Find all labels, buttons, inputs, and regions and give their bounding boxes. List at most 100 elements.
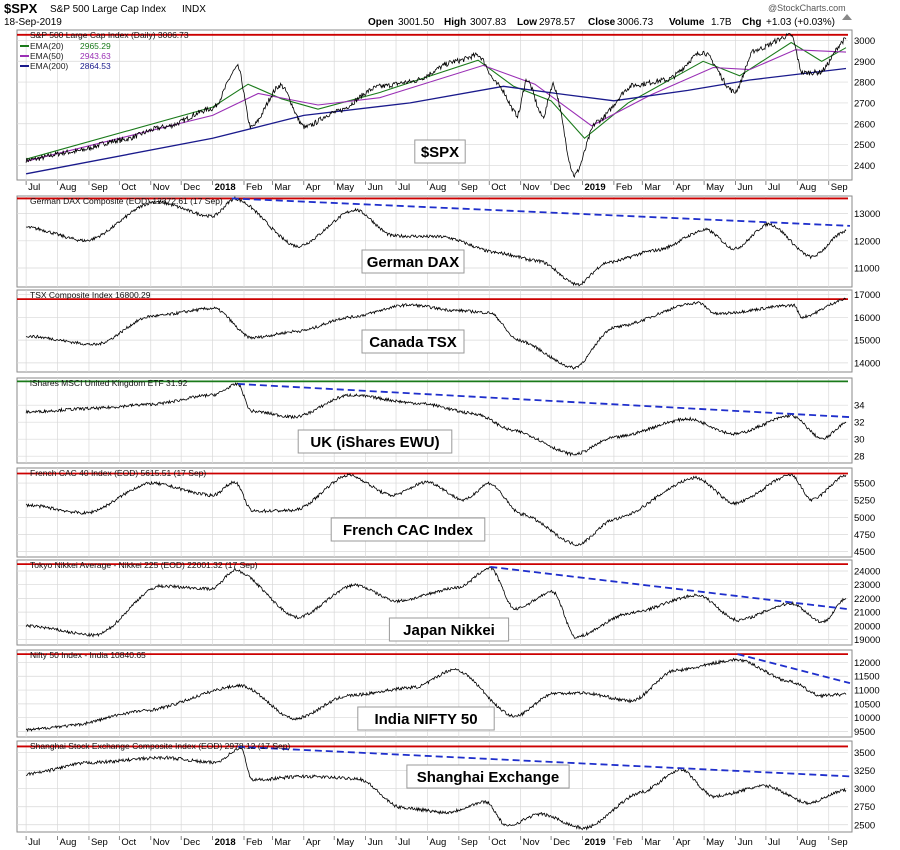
high-value: 3007.83	[470, 17, 507, 28]
panel-label: Shanghai Exchange	[417, 769, 560, 786]
y-tick-label: 10500	[854, 699, 880, 710]
open-label: Open	[368, 17, 394, 28]
x-tick-label: Dec	[553, 837, 570, 848]
x-tick-label: Dec	[553, 182, 570, 193]
x-tick-label: Nov	[523, 182, 540, 193]
ohlc: Open 3001.50 High 3007.83 Low 2978.57 Cl…	[368, 17, 835, 28]
x-tick-label: Oct	[491, 182, 506, 193]
x-axis-top: Jul Aug Sep Oct Nov Dec 2018 Feb Mar Apr May Jun Jul…	[25, 181, 848, 193]
x-tick-label: Nov	[153, 182, 170, 193]
panel-1: 2400 2500 2600 2700 2800 2900 3000 S&P 500 Larg…	[16, 29, 875, 181]
x-tick-label: Aug	[429, 837, 446, 848]
panel-7: 9500 10000 10500 11000 11500 12000 Nifty 50 In…	[16, 649, 880, 738]
y-tick-label: 2900	[854, 57, 875, 68]
y-tick-label: 10000	[854, 713, 880, 724]
volume-value: 1.7B	[711, 17, 732, 28]
x-tick-label: 2018	[215, 837, 236, 848]
y-tick-label: 24000	[854, 566, 880, 577]
x-tick-label: Sep	[461, 837, 478, 848]
x-tick-label: May	[706, 182, 724, 193]
date: 18-Sep-2019	[4, 17, 62, 28]
open-value: 3001.50	[398, 17, 435, 28]
panel-4: 28 30 32 34 iShares MSCI United Kingdom ETF …	[16, 377, 865, 464]
panel-3: 14000 15000 16000 17000 TSX Composite Index …	[16, 289, 880, 373]
x-tick-label: Oct	[121, 837, 136, 848]
x-tick-label: Feb	[246, 182, 262, 193]
y-tick-label: 2600	[854, 119, 875, 130]
y-tick-label: 3250	[854, 766, 875, 777]
panel-label: French CAC Index	[343, 522, 474, 539]
x-tick-label: Sep	[831, 182, 848, 193]
x-tick-label: Aug	[60, 182, 77, 193]
price-series	[25, 382, 847, 457]
x-tick-label: Oct	[491, 837, 506, 848]
panel-title: S&P 500 Large Cap Index (Daily) 3006.73	[30, 30, 189, 40]
panel-label: Japan Nikkei	[403, 622, 495, 639]
x-tick-label: 2018	[215, 182, 236, 193]
x-tick-label: Dec	[183, 182, 200, 193]
panel-2: 11000 12000 13000 German DAX Composite (EOD…	[16, 195, 880, 288]
panel-label-box	[388, 617, 510, 642]
panel-label: UK (iShares EWU)	[310, 434, 439, 451]
x-tick-label: Mar	[644, 182, 660, 193]
price-series	[26, 747, 847, 831]
x-tick-label: Feb	[616, 182, 632, 193]
x-tick-label: Sep	[91, 837, 108, 848]
y-tick-label: 3000	[854, 36, 875, 47]
y-tick-label: 19000	[854, 635, 880, 646]
x-tick-label: Mar	[644, 837, 660, 848]
y-tick-label: 2500	[854, 140, 875, 151]
panel-label-box	[414, 139, 466, 164]
panel-title: Tokyo Nikkei Average - Nikkei 225 (EOD) …	[30, 560, 258, 570]
y-tick-label: 20000	[854, 621, 880, 632]
panel-label-box	[361, 249, 465, 274]
x-tick-label: Sep	[91, 182, 108, 193]
trend-line	[237, 383, 851, 418]
panels: 2400 2500 2600 2700 2800 2900 3000 S&P 500 Larg…	[16, 29, 880, 833]
low-value: 2978.57	[539, 17, 576, 28]
y-tick-label: 4750	[854, 530, 875, 541]
y-tick-label: 14000	[854, 358, 880, 369]
panel-label-box	[361, 329, 465, 354]
x-tick-label: Nov	[153, 837, 170, 848]
panel-title: Nifty 50 Index - India 10840.65	[30, 650, 146, 660]
x-tick-label: Jul	[768, 182, 780, 193]
y-tick-label: 16000	[854, 313, 880, 324]
close-label: Close	[588, 17, 616, 28]
y-tick-label: 2400	[854, 161, 875, 172]
x-tick-label: Aug	[60, 837, 77, 848]
y-tick-label: 3500	[854, 748, 875, 759]
x-tick-label: 2019	[584, 182, 605, 193]
y-tick-label: 30	[854, 435, 865, 446]
trend-line	[231, 197, 851, 227]
x-tick-label: Apr	[676, 182, 691, 193]
price-series	[25, 657, 847, 733]
ema-legend-name: EMA(200)	[30, 61, 68, 71]
x-tick-label: Mar	[274, 837, 290, 848]
x-tick-label: Nov	[523, 837, 540, 848]
trend-line	[237, 745, 851, 778]
x-tick-label: Dec	[183, 837, 200, 848]
y-tick-label: 22000	[854, 594, 880, 605]
volume-label: Volume	[669, 17, 705, 28]
y-tick-label: 21000	[854, 608, 880, 619]
panel-8: 2500 2750 3000 3250 3500 Shanghai Stock Excha…	[16, 740, 875, 833]
panel-label-box	[357, 706, 495, 731]
x-tick-label: Jul	[398, 182, 410, 193]
panel-6: 19000 20000 21000 22000 23000 24000 Tokyo Nikk…	[16, 559, 880, 646]
y-tick-label: 2500	[854, 820, 875, 831]
y-tick-label: 32	[854, 418, 865, 429]
ema-legend-value: 2943.63	[80, 51, 111, 61]
y-tick-label: 3000	[854, 784, 875, 795]
y-tick-label: 17000	[854, 290, 880, 301]
x-axis-bottom: Jul Aug Sep Oct Nov Dec 2018 Feb Mar Apr May Jun Jul…	[25, 836, 848, 848]
price-series	[25, 32, 847, 179]
y-tick-label: 2800	[854, 78, 875, 89]
price-series	[25, 472, 847, 547]
chevron-up-icon[interactable]	[842, 14, 852, 20]
x-tick-label: Jun	[738, 182, 753, 193]
x-tick-label: Feb	[246, 837, 262, 848]
panel-title: iShares MSCI United Kingdom ETF 31.92	[30, 378, 188, 388]
x-tick-label: May	[706, 837, 724, 848]
